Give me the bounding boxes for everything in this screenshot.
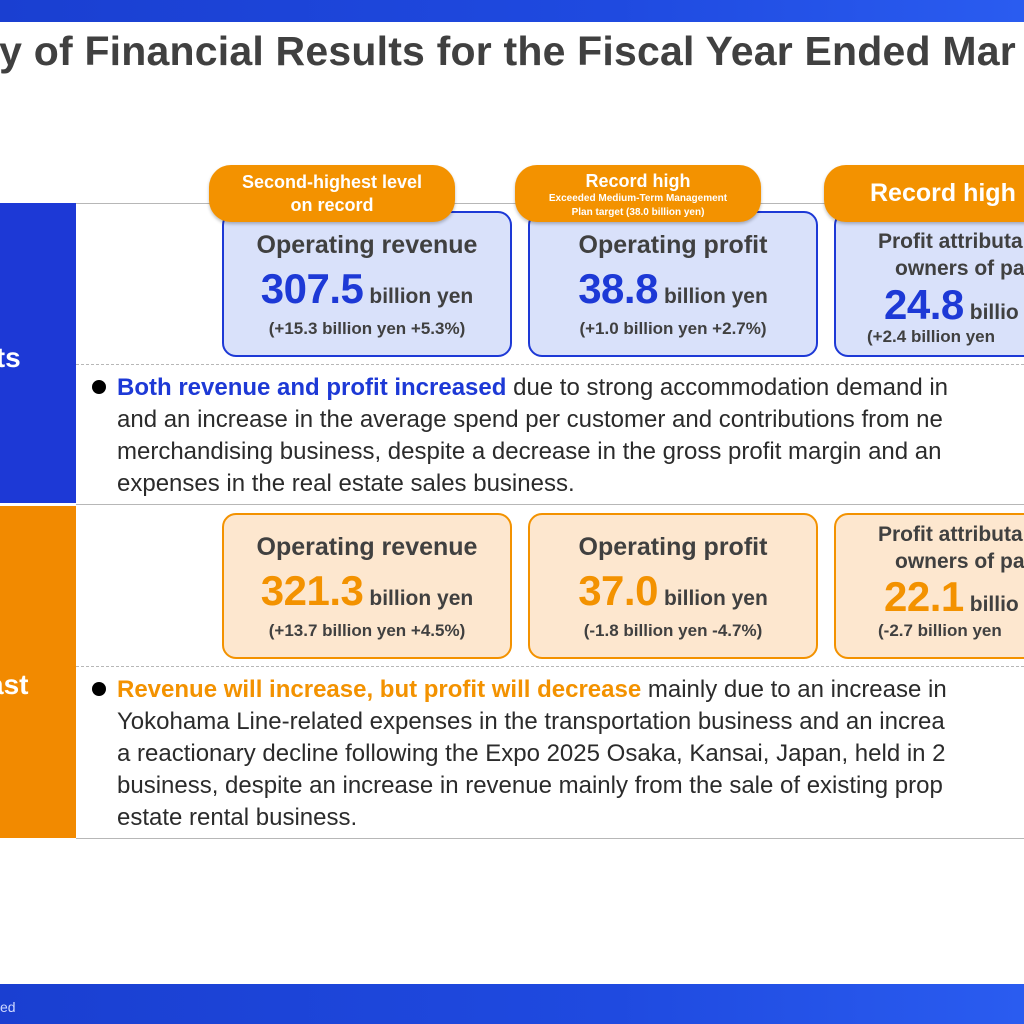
results-card-operating-profit: Operating profit 38.8 billion yen (+1.0 b… (528, 211, 818, 357)
forecast-section-label: ast (0, 506, 76, 838)
card-label: Profit attributa (878, 523, 1023, 546)
card-value: 307.5 (260, 265, 364, 312)
results-card-operating-revenue: Operating revenue 307.5 billion yen (+15.… (222, 211, 512, 357)
card-value-row: 307.5 billion yen (224, 265, 510, 313)
card-unit: billio (969, 301, 1019, 324)
card-value: 321.3 (260, 567, 364, 614)
bullet-icon (92, 380, 106, 394)
card-change: (+13.7 billion yen +4.5%) (268, 621, 466, 640)
forecast-bullet: Revenue will increase, but profit will d… (92, 674, 1024, 834)
card-unit: billion yen (369, 587, 474, 610)
card-value-row: 24.8 billio (884, 281, 1024, 329)
card-label: Operating revenue (256, 533, 478, 561)
card-value-row: 38.8 billion yen (530, 265, 816, 313)
card-label: Profit attributa (878, 230, 1023, 253)
forecast-highlight: Revenue will increase, but profit will d… (117, 676, 642, 703)
card-label: Operating profit (578, 231, 768, 259)
card-value-row: 321.3 billion yen (224, 567, 510, 615)
card-change: (-2.7 billion yen (878, 621, 1002, 640)
card-label: Operating revenue (256, 231, 478, 259)
forecast-card-net-profit: Profit attributa owners of pa 22.1 billio… (834, 513, 1024, 659)
card-value-row: 22.1 billio (884, 573, 1024, 621)
card-value: 22.1 (884, 573, 964, 620)
results-card-net-profit: Profit attributa owners of pa 24.8 billio… (834, 211, 1024, 357)
card-value-row: 37.0 billion yen (530, 567, 816, 615)
card-value: 24.8 (884, 281, 964, 328)
card-change: (+2.4 billion yen (867, 327, 996, 346)
card-label-line2: owners of pa (895, 550, 1024, 573)
forecast-divider (76, 666, 1024, 667)
forecast-card-operating-revenue: Operating revenue 321.3 billion yen (+13.… (222, 513, 512, 659)
card-change: (+15.3 billion yen +5.3%) (268, 319, 466, 338)
bullet-icon (92, 682, 106, 696)
forecast-bottom-rule (76, 838, 1024, 839)
card-value: 37.0 (578, 567, 658, 614)
forecast-card-operating-profit: Operating profit 37.0 billion yen (-1.8 b… (528, 513, 818, 659)
card-unit: billio (969, 593, 1019, 616)
card-unit: billion yen (663, 285, 768, 308)
tag-record-high-profit: Record high Exceeded Medium-Term Managem… (515, 165, 761, 222)
page-title: ry of Financial Results for the Fiscal Y… (0, 28, 1016, 74)
card-change: (-1.8 billion yen -4.7%) (583, 621, 763, 640)
footer-text: ed (0, 999, 16, 1015)
results-section-label: lts (0, 203, 76, 503)
section-divider (76, 504, 1024, 505)
card-label-line2: owners of pa (895, 257, 1024, 280)
results-bullet: Both revenue and profit increased due to… (92, 372, 1024, 500)
card-value: 38.8 (578, 265, 658, 312)
tag-record-high-net: Record high (824, 165, 1024, 222)
card-label: Operating profit (578, 533, 768, 561)
tag-second-highest: Second-highest level on record (209, 165, 455, 222)
card-unit: billion yen (369, 285, 474, 308)
results-divider (76, 364, 1024, 365)
bottom-banner (0, 984, 1024, 1024)
top-banner (0, 0, 1024, 22)
card-unit: billion yen (663, 587, 768, 610)
results-highlight: Both revenue and profit increased (117, 374, 507, 401)
card-change: (+1.0 billion yen +2.7%) (579, 319, 767, 338)
